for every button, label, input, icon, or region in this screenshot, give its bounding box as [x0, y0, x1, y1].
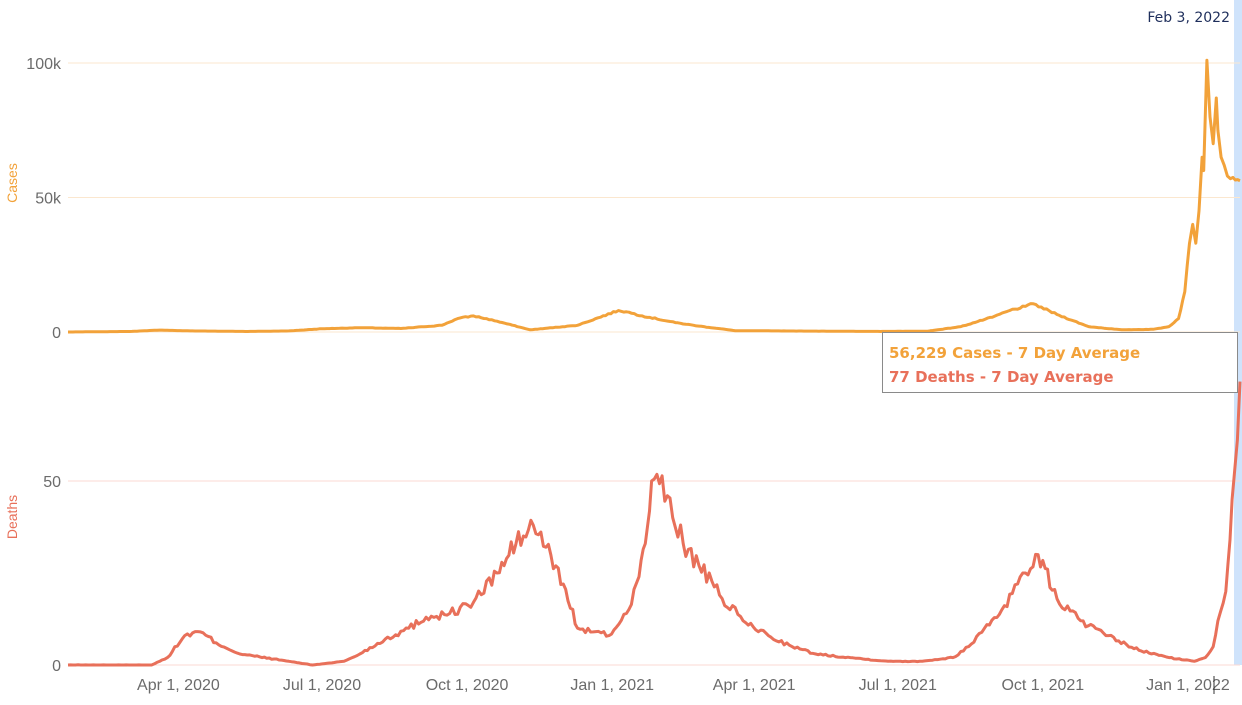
- tooltip-deaths-value: 77 Deaths - 7 Day Average: [889, 368, 1114, 386]
- x-tick-label: Apr 1, 2020: [137, 677, 220, 694]
- x-tick-label: Oct 1, 2020: [426, 677, 509, 694]
- tooltip-cases-value: 56,229 Cases - 7 Day Average: [889, 344, 1141, 362]
- cases-y-tick-label: 100k: [26, 56, 62, 73]
- cases-y-tick-label: 50k: [35, 191, 62, 208]
- x-tick-label: Jul 1, 2020: [283, 677, 361, 694]
- x-tick-label: Jan 1, 2021: [570, 677, 654, 694]
- deaths-y-tick-label: 0: [52, 658, 61, 675]
- hover-date-label: Feb 3, 2022: [1147, 10, 1230, 26]
- x-tick-label: Jul 1, 2021: [859, 677, 937, 694]
- deaths-series-line: [67, 381, 1242, 667]
- deaths-axis-title: Deaths: [4, 495, 20, 539]
- x-tick-label: Jan 1, 2022: [1146, 677, 1230, 694]
- hover-tooltip: 56,229 Cases - 7 Day Average 77 Deaths -…: [882, 332, 1238, 393]
- x-tick-label: Apr 1, 2021: [713, 677, 796, 694]
- x-tick-label: Oct 1, 2021: [1001, 677, 1084, 694]
- cases-series-line: [68, 58, 1241, 334]
- deaths-y-tick-label: 50: [43, 474, 61, 491]
- cases-axis-title: Cases: [4, 163, 20, 203]
- tick-labels: 0 50k 100k 0 50 Apr 1, 2020 Jul 1, 2020 Oct 1, …: [26, 56, 1230, 694]
- cases-y-tick-label: 0: [52, 325, 61, 342]
